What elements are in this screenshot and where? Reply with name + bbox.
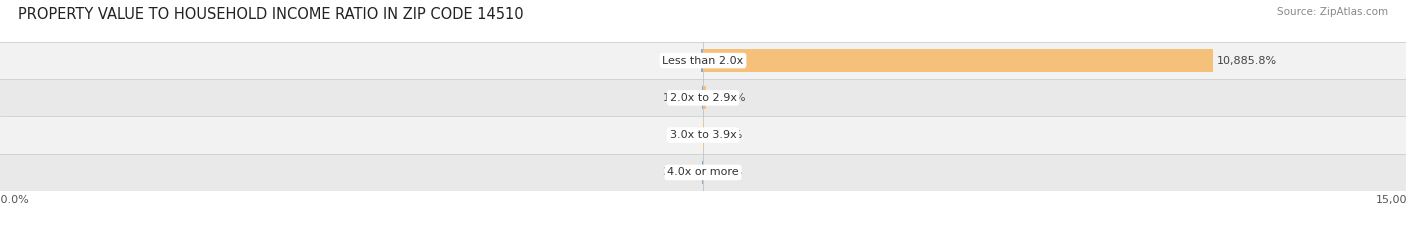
Bar <box>703 49 1213 72</box>
Text: 3.0x to 3.9x: 3.0x to 3.9x <box>669 130 737 140</box>
Text: 5.2%: 5.2% <box>671 130 699 140</box>
Text: 16.6%: 16.6% <box>707 130 742 140</box>
Bar <box>0 116 1406 154</box>
Text: 4.0x or more: 4.0x or more <box>668 168 738 177</box>
Text: 15.8%: 15.8% <box>664 93 699 103</box>
Text: 70.4%: 70.4% <box>710 93 745 103</box>
Text: 10,885.8%: 10,885.8% <box>1218 56 1277 65</box>
Text: 47.1%: 47.1% <box>662 56 697 65</box>
Text: 0.39%: 0.39% <box>707 168 742 177</box>
Bar <box>0 79 1406 116</box>
Text: Source: ZipAtlas.com: Source: ZipAtlas.com <box>1277 7 1388 17</box>
Bar <box>703 86 706 110</box>
Text: 29.1%: 29.1% <box>662 168 697 177</box>
Text: 2.0x to 2.9x: 2.0x to 2.9x <box>669 93 737 103</box>
Bar <box>0 154 1406 191</box>
Text: Less than 2.0x: Less than 2.0x <box>662 56 744 65</box>
Bar <box>0 42 1406 79</box>
Text: PROPERTY VALUE TO HOUSEHOLD INCOME RATIO IN ZIP CODE 14510: PROPERTY VALUE TO HOUSEHOLD INCOME RATIO… <box>18 7 524 22</box>
Bar <box>700 49 703 72</box>
